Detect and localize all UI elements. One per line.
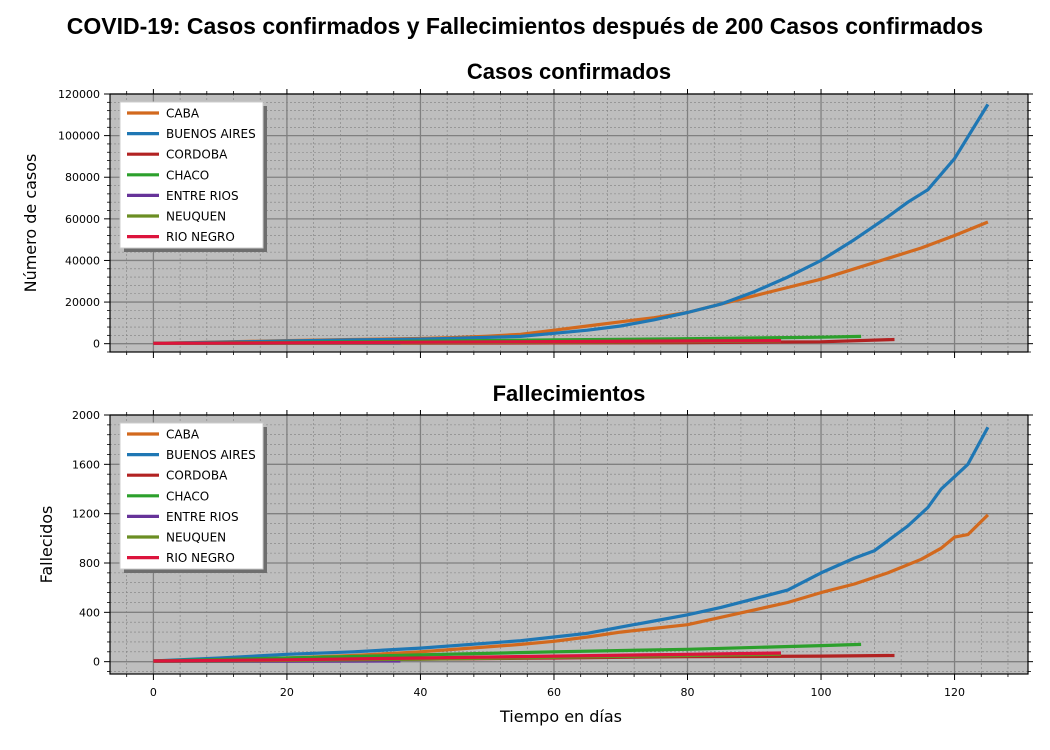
x-tick-label: 100 xyxy=(811,686,832,699)
series-line-caba xyxy=(153,513,990,663)
y-axis-label: Número de casos xyxy=(21,154,40,293)
y-tick-label: 120000 xyxy=(58,88,100,101)
legend-label-buenos-aires: BUENOS AIRES xyxy=(166,448,256,462)
legend-label-cordoba: CORDOBA xyxy=(166,469,228,483)
series-line-rio-negro xyxy=(153,339,782,345)
legend-label-cordoba: CORDOBA xyxy=(166,148,228,162)
y-tick-label: 800 xyxy=(79,557,100,570)
legend-label-caba: CABA xyxy=(166,107,200,121)
y-tick-label: 0 xyxy=(93,656,100,669)
y-tick-label: 1600 xyxy=(72,458,100,471)
y-tick-label: 80000 xyxy=(65,171,100,184)
legend-label-caba: CABA xyxy=(166,428,200,442)
x-tick-label: 60 xyxy=(547,686,561,699)
legend-label-entre-rios: ENTRE RIOS xyxy=(166,189,239,203)
y-tick-label: 40000 xyxy=(65,254,100,267)
y-tick-label: 60000 xyxy=(65,213,100,226)
axes-frame xyxy=(109,414,1029,675)
y-tick-label: 20000 xyxy=(65,296,100,309)
y-tick-label: 400 xyxy=(79,606,100,619)
legend-label-rio-negro: RIO NEGRO xyxy=(166,230,235,244)
axis-ticks xyxy=(104,89,1033,358)
y-tick-label: 0 xyxy=(93,338,100,351)
legend-label-buenos-aires: BUENOS AIRES xyxy=(166,127,256,141)
y-tick-label: 1200 xyxy=(72,508,100,521)
x-tick-label: 0 xyxy=(150,686,157,699)
legend: CABA BUENOS AIRES CORDOBA CHACO ENTRE RIOS NE… xyxy=(119,101,267,252)
y-axis-label: Fallecidos xyxy=(37,506,56,584)
x-tick-label: 80 xyxy=(681,686,695,699)
series-line-rio-negro xyxy=(153,651,782,663)
panel-title: Fallecimientos xyxy=(493,381,646,406)
y-tick-label: 100000 xyxy=(58,130,100,143)
axis-ticks xyxy=(104,410,1033,680)
panel-title: Casos confirmados xyxy=(467,59,671,84)
x-tick-label: 120 xyxy=(944,686,965,699)
x-axis-label: Tiempo en días xyxy=(499,707,622,726)
y-tick-label: 2000 xyxy=(72,409,100,422)
panel-casos-confirmados: 0 20000 40000 60000 80000 100000 120000 Casos c… xyxy=(21,59,1033,358)
x-tick-label: 20 xyxy=(280,686,294,699)
panel-fallecimientos: 0 400 800 1200 1600 2000 0 20 40 60 80 100 120 Fallec… xyxy=(37,381,1033,726)
axes-frame xyxy=(109,93,1029,353)
series-group xyxy=(153,426,990,663)
legend-label-neuquen: NEUQUEN xyxy=(166,210,226,224)
legend-label-entre-rios: ENTRE RIOS xyxy=(166,510,239,524)
series-line-chaco xyxy=(153,642,862,663)
legend-label-chaco: CHACO xyxy=(166,489,209,503)
legend-label-rio-negro: RIO NEGRO xyxy=(166,551,235,565)
legend-label-neuquen: NEUQUEN xyxy=(166,531,226,545)
x-tick-label: 40 xyxy=(413,686,427,699)
series-group xyxy=(153,103,990,345)
legend-label-chaco: CHACO xyxy=(166,168,209,182)
series-line-buenos-aires xyxy=(153,103,990,345)
legend: CABA BUENOS AIRES CORDOBA CHACO ENTRE RIOS NE… xyxy=(119,422,267,573)
series-line-buenos-aires xyxy=(153,426,990,663)
figure-suptitle: COVID-19: Casos confirmados y Fallecimie… xyxy=(67,13,983,39)
